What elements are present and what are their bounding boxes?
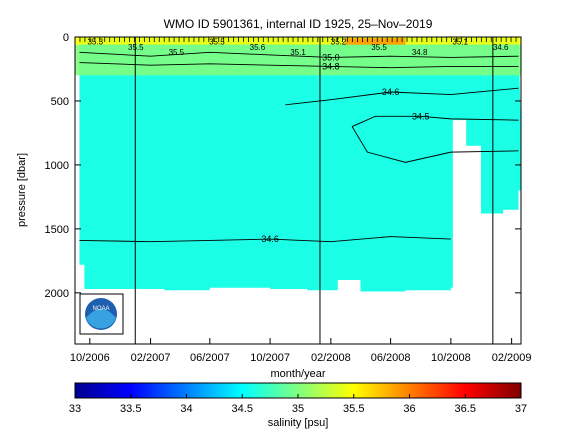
surface-band-0 [75, 44, 521, 76]
logo-text: NOAA [92, 306, 109, 312]
x-axis-label: month/year [270, 368, 325, 380]
contour-4 [79, 62, 519, 69]
x-axis-ticks: 10/2006 02/2007 06/2007 10/2007 02/2008 06/20… [70, 37, 532, 364]
surface-contour-label-7: 35.5 [371, 43, 387, 52]
y-tick-label-4: 2000 [45, 288, 69, 300]
colorbar-tick-label-6: 36 [403, 403, 415, 415]
colorbar-label: salinity [psu] [268, 417, 329, 429]
x-tick-label-1: 02/2007 [131, 352, 171, 364]
colorbar-tick-label-8: 37 [515, 403, 527, 415]
colorbar-tick-label-7: 36.5 [455, 403, 476, 415]
y-axis-ticks: 0 500 1000 1500 2000 [45, 32, 521, 300]
y-tick-label-2: 1000 [45, 160, 69, 172]
y-tick-label-3: 1500 [45, 224, 69, 236]
colorbar-tick-label-0: 33 [69, 403, 81, 415]
surface-contour-label-2: 35.5 [169, 48, 185, 57]
contour-1 [285, 87, 519, 106]
salinity-field [75, 37, 521, 292]
surface-contour-label-10: 34.6 [493, 43, 509, 52]
event-lines [134, 37, 494, 344]
contour-label-0: 34.6 [261, 234, 279, 244]
surface-contour-label-3: 35.5 [209, 38, 225, 47]
contour-lines: 34.634.634.534.835.035.335.535.535.535.6… [79, 38, 519, 244]
colorbar-ticks: 33 33.5 34 34.5 35 35.5 36 36.5 37 [69, 394, 527, 415]
surface-contour-label-1: 35.5 [128, 43, 144, 52]
contour-3 [351, 126, 519, 163]
x-tick-label-7: 02/2009 [492, 352, 532, 364]
x-tick-label-5: 06/2008 [371, 352, 411, 364]
y-tick-label-0: 0 [63, 32, 69, 44]
contour-5 [79, 51, 519, 58]
surface-contour-label-6: 35.2 [331, 38, 347, 47]
plot-area: 34.634.634.534.835.035.335.535.535.535.6… [75, 37, 521, 344]
contour-2 [351, 115, 519, 127]
x-tick-label-4: 02/2008 [311, 352, 351, 364]
chart-title: WMO ID 5901361, internal ID 1925, 25–Nov… [164, 17, 433, 31]
x-tick-label-6: 10/2008 [431, 352, 471, 364]
noaa-logo: NOAA [79, 293, 124, 335]
y-tick-label-1: 500 [51, 96, 69, 108]
surface-contour-label-4: 35.6 [250, 43, 266, 52]
surface-band-2 [345, 38, 406, 45]
colorbar-tick-label-1: 33.5 [120, 403, 141, 415]
surface-contour-label-8: 34.8 [412, 48, 428, 57]
surface-contour-label-0: 35.3 [87, 38, 103, 47]
x-tick-label-2: 06/2007 [190, 352, 230, 364]
contour-0 [79, 236, 451, 243]
surface-contour-label-5: 35.1 [290, 48, 306, 57]
contour-label-1: 34.6 [382, 87, 400, 97]
colorbar-tick-label-2: 34 [180, 403, 192, 415]
colorbar-tick-label-3: 34.5 [232, 403, 253, 415]
y-axis-label: pressure [dbar] [16, 153, 28, 227]
x-tick-label-3: 10/2007 [250, 352, 290, 364]
contour-label-2: 34.5 [412, 111, 430, 121]
contour-label-5: 35.0 [322, 52, 340, 62]
salinity-background [79, 37, 521, 292]
colorbar-tick-label-5: 35.5 [343, 403, 364, 415]
surface-contour-label-9: 35.1 [452, 38, 468, 47]
contour-label-4: 34.8 [322, 61, 340, 71]
x-tick-label-0: 10/2006 [70, 352, 110, 364]
colorbar-tick-label-4: 35 [292, 403, 304, 415]
